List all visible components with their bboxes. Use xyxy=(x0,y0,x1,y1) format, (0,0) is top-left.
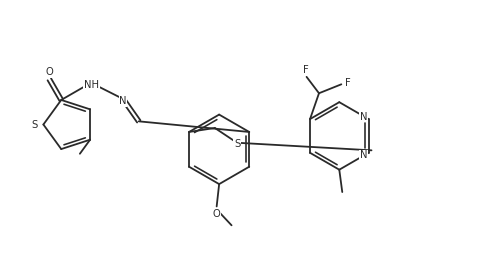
Text: S: S xyxy=(31,120,37,130)
Text: F: F xyxy=(345,78,351,88)
Text: NH: NH xyxy=(84,80,99,90)
Text: F: F xyxy=(303,65,308,75)
Text: N: N xyxy=(120,96,127,106)
Text: O: O xyxy=(45,67,53,77)
Text: O: O xyxy=(213,209,220,219)
Text: N: N xyxy=(360,150,367,160)
Text: N: N xyxy=(360,112,367,122)
Text: S: S xyxy=(234,139,240,149)
